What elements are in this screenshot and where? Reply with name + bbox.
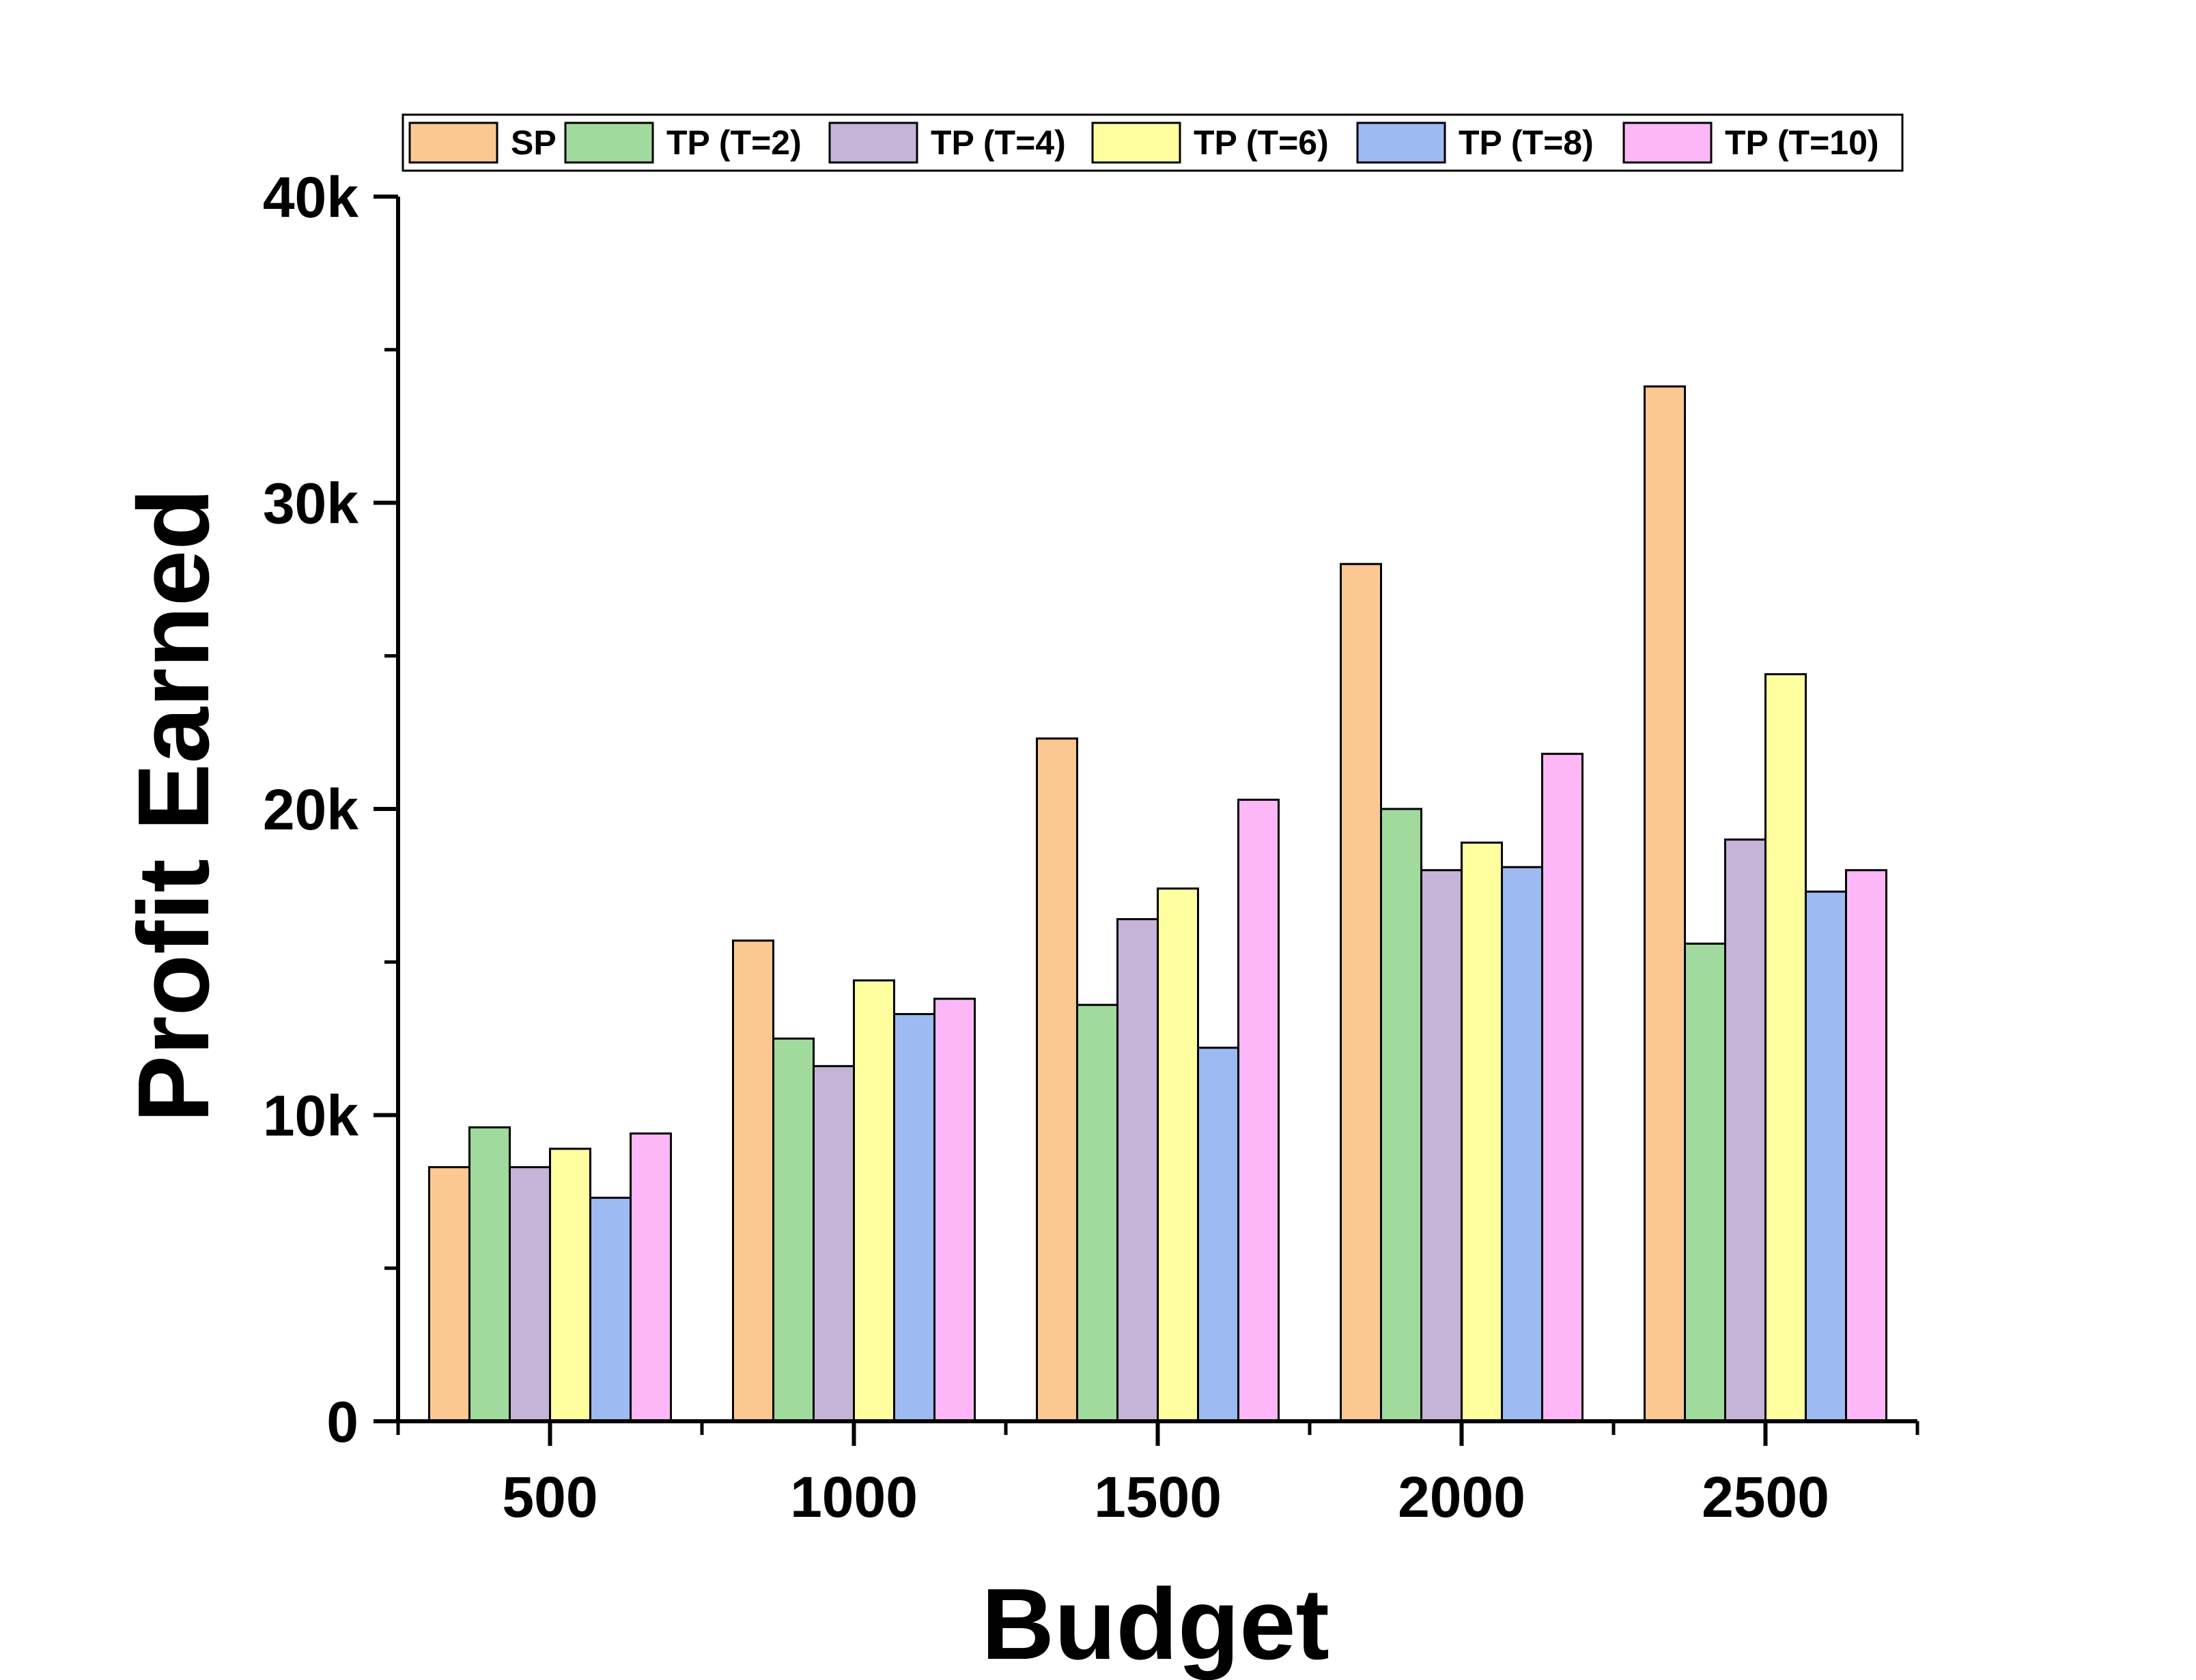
bar-tp-t-4-1500 <box>1116 917 1159 1423</box>
legend-label-tp-t-6: TP (T=6) <box>1194 124 1329 162</box>
bar-tp-t-2-1500 <box>1076 1003 1118 1423</box>
bar-tp-t-4-500 <box>509 1166 551 1423</box>
x-tick-label: 500 <box>502 1465 597 1529</box>
bar-tp-t-4-2000 <box>1420 869 1463 1423</box>
legend-swatch-sp <box>408 122 498 164</box>
bar-tp-t-8-1000 <box>893 1012 935 1423</box>
bar-tp-t-10-500 <box>630 1132 672 1423</box>
bar-tp-t-2-2000 <box>1380 808 1422 1423</box>
legend-label-tp-t-8: TP (T=8) <box>1459 124 1594 162</box>
bar-sp-500 <box>428 1166 470 1423</box>
bar-tp-t-10-2500 <box>1845 869 1887 1423</box>
bar-tp-t-10-1500 <box>1237 799 1280 1423</box>
x-axis-title: Budget <box>981 1568 1329 1680</box>
bar-tp-t-2-2500 <box>1684 942 1726 1423</box>
legend-swatch-tp-t-2 <box>564 122 654 164</box>
bar-sp-2500 <box>1644 385 1686 1423</box>
bar-tp-t-10-2000 <box>1541 752 1583 1423</box>
legend-swatch-tp-t-10 <box>1622 122 1713 164</box>
y-axis-title: Profit Earned <box>117 488 230 1122</box>
y-tick-label: 0 <box>326 1390 358 1454</box>
bar-tp-t-8-1500 <box>1197 1047 1239 1423</box>
bar-tp-t-6-500 <box>549 1148 591 1423</box>
bar-sp-2000 <box>1340 563 1382 1423</box>
bar-tp-t-6-1000 <box>853 979 895 1423</box>
y-tick-label: 30k <box>263 472 358 536</box>
x-tick-label: 1000 <box>790 1465 918 1529</box>
legend: SP TP (T=2) TP (T=4) TP (T=6) TP (T=8) TP (T=… <box>402 113 1904 172</box>
bar-sp-1000 <box>732 939 774 1423</box>
x-tick-label: 1500 <box>1094 1465 1222 1529</box>
legend-swatch-tp-t-8 <box>1356 122 1446 164</box>
x-tick-label: 2000 <box>1398 1465 1525 1529</box>
bar-tp-t-4-2500 <box>1724 838 1766 1423</box>
y-tick-label: 20k <box>263 778 358 842</box>
bar-tp-t-8-2000 <box>1501 866 1543 1423</box>
bars-layer <box>428 385 1887 1423</box>
bar-tp-t-8-500 <box>589 1197 632 1423</box>
legend-swatch-tp-t-6 <box>1091 122 1181 164</box>
legend-label-tp-t-4: TP (T=4) <box>931 124 1066 162</box>
bar-tp-t-2-1000 <box>772 1037 815 1423</box>
bar-tp-t-8-2500 <box>1805 890 1847 1423</box>
y-tick-label: 40k <box>263 165 358 229</box>
legend-label-sp: SP <box>511 124 557 162</box>
bar-tp-t-4-1000 <box>813 1065 855 1423</box>
legend-label-tp-t-2: TP (T=2) <box>666 124 802 162</box>
bar-tp-t-6-2000 <box>1461 841 1503 1423</box>
bar-tp-t-6-2500 <box>1764 673 1807 1423</box>
x-tick-label: 2500 <box>1702 1465 1829 1529</box>
legend-label-tp-t-10: TP (T=10) <box>1725 124 1879 162</box>
y-tick-label: 10k <box>263 1084 358 1148</box>
bar-tp-t-6-1500 <box>1157 887 1199 1423</box>
bar-tp-t-10-1000 <box>933 997 976 1423</box>
bar-sp-1500 <box>1036 737 1078 1423</box>
legend-swatch-tp-t-4 <box>828 122 918 164</box>
bar-tp-t-2-500 <box>468 1126 511 1423</box>
axes-layer: 0 10k 20k 30k 40k 500 1000 1500 2000 2500 <box>263 165 1919 1529</box>
